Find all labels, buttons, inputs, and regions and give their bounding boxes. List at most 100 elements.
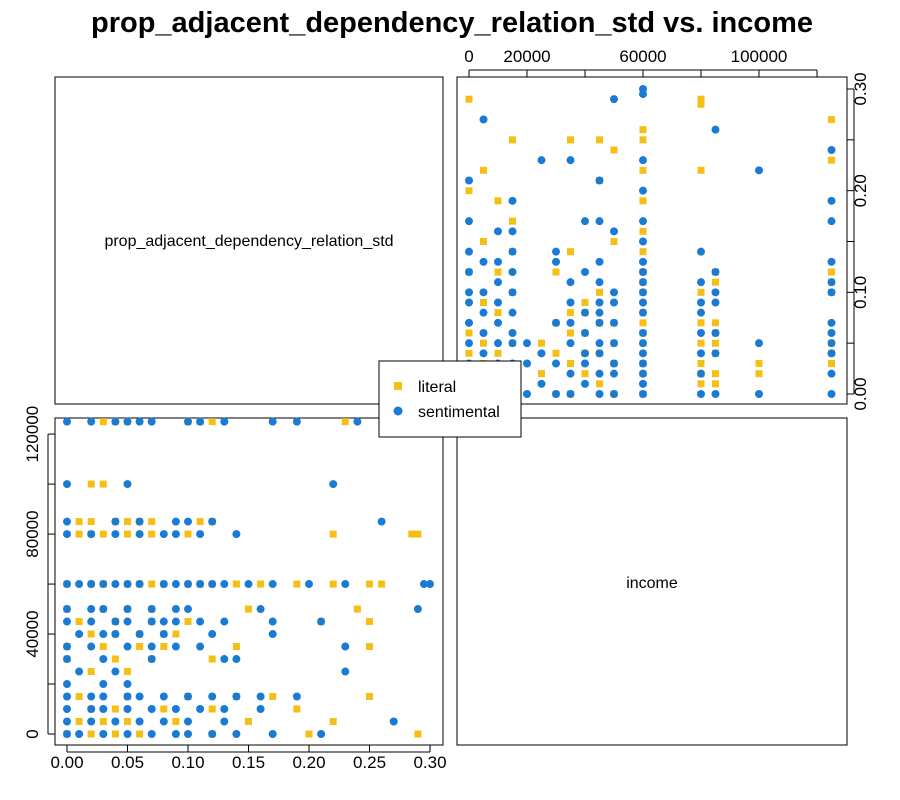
point-bottom-left-sentimental [256,692,265,701]
point-bottom-left-sentimental [171,605,180,614]
point-bottom-left-literal [99,530,107,538]
point-top-right-sentimental [494,298,502,307]
point-top-right-literal [697,319,705,327]
point-bottom-left-sentimental [159,580,168,589]
point-bottom-left-literal [366,580,373,588]
axes-group: 0.00 0.05 0.10 0.15 0.20 0.25 0.30 0 40000 80000 1… [23,47,870,772]
point-bottom-left-sentimental [256,605,265,614]
point-top-right-sentimental [465,318,473,327]
point-bottom-left-sentimental [268,617,277,626]
point-top-right-literal [567,309,574,317]
point-top-right-literal [610,146,618,154]
point-bottom-left-sentimental [135,717,144,726]
point-bottom-left-literal [257,580,265,588]
point-bottom-left-sentimental [196,617,205,626]
point-bottom-left-sentimental [99,705,108,714]
point-top-right-literal [712,380,719,388]
point-bottom-left-literal [160,705,168,713]
point-bottom-left-sentimental [99,580,108,589]
point-bottom-left-sentimental [63,580,71,589]
point-top-right-literal [552,268,560,276]
point-bottom-left-sentimental [135,692,144,701]
point-bottom-left-literal [245,605,252,613]
point-top-right-sentimental [595,390,604,398]
point-top-right-literal [494,268,502,276]
right-y-tick-label: 0.30 [851,72,870,105]
point-bottom-left-sentimental [87,580,96,589]
point-bottom-left-literal [414,730,422,738]
point-top-right-sentimental [508,196,517,205]
point-top-right-literal [712,370,719,378]
point-top-right-literal [697,288,705,296]
point-bottom-left-literal [232,643,240,651]
x-tick-label: 0.00 [50,753,83,772]
point-bottom-left-literal [172,718,180,726]
point-bottom-left-literal [184,530,192,538]
point-bottom-left-sentimental [111,667,120,676]
point-bottom-left-sentimental [232,530,241,539]
point-bottom-left-sentimental [123,417,132,426]
point-bottom-left-sentimental [147,605,156,614]
point-top-right-sentimental [508,308,517,317]
point-top-right-literal [494,197,502,205]
point-bottom-left-literal [75,518,83,526]
point-top-right-sentimental [639,268,647,276]
y-tick-label: 0 [23,729,42,738]
point-top-right-literal [712,319,719,327]
point-top-right-sentimental [610,227,618,236]
point-bottom-left-sentimental [135,580,144,589]
point-top-right-sentimental [581,217,589,226]
point-bottom-left-literal [99,480,107,488]
point-top-right-sentimental [827,318,836,327]
point-top-right-sentimental [465,339,473,348]
point-top-right-sentimental [639,359,647,368]
legend-label-sentimental: sentimental [418,404,500,421]
point-top-right-sentimental [697,390,705,398]
point-bottom-left-sentimental [87,417,96,426]
point-top-right-sentimental [552,318,560,327]
point-top-right-literal [480,299,487,306]
point-top-right-sentimental [508,227,517,236]
point-top-right-sentimental [610,359,618,368]
point-bottom-left-sentimental [111,530,120,539]
point-bottom-left-literal [184,618,192,626]
point-top-right-literal [639,166,647,174]
x-tick-label: 0.10 [171,753,204,772]
point-top-right-sentimental [508,329,517,337]
point-bottom-left-literal [208,705,216,713]
point-top-right-sentimental [827,390,836,398]
point-bottom-left-sentimental [268,630,277,639]
point-bottom-left-literal [366,618,373,626]
point-top-right-sentimental [827,349,836,358]
point-bottom-left-sentimental [75,580,84,589]
point-top-right-literal [828,116,835,123]
point-top-right-literal [639,126,647,134]
point-bottom-left-sentimental [63,642,71,651]
point-top-right-sentimental [566,156,575,165]
point-top-right-sentimental [537,379,546,388]
point-top-right-literal [465,187,473,195]
point-bottom-left-literal [87,480,95,488]
point-bottom-left-sentimental [123,680,132,689]
point-bottom-left-sentimental [244,580,253,589]
point-bottom-left-sentimental [87,717,96,726]
point-top-right-sentimental [711,298,720,307]
point-bottom-left-sentimental [196,530,205,539]
point-bottom-left-sentimental [341,667,350,676]
point-bottom-left-literal [148,518,156,526]
point-top-right-literal [639,319,647,327]
point-top-right-literal [567,248,574,256]
point-bottom-left-sentimental [317,617,326,626]
point-bottom-left-literal [414,530,422,538]
diagonal-label-prop: prop_adjacent_dependency_relation_std [104,233,393,250]
point-top-right-sentimental [479,329,488,337]
point-bottom-left-sentimental [159,617,168,626]
point-top-right-literal [712,278,719,286]
point-top-right-sentimental [508,268,517,276]
point-top-right-literal [697,360,705,367]
point-bottom-left-sentimental [99,692,108,701]
point-bottom-left-sentimental [171,705,180,714]
point-top-right-sentimental [479,288,488,297]
point-bottom-left-literal [232,580,240,588]
